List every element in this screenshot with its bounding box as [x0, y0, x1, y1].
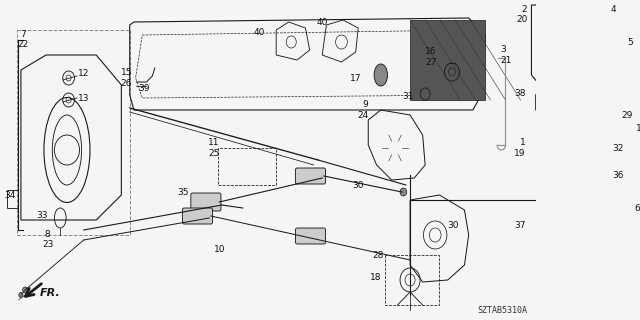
Text: 29: 29 — [621, 110, 632, 119]
Text: 4: 4 — [611, 5, 616, 14]
Text: 39: 39 — [138, 84, 150, 92]
Text: FR.: FR. — [40, 288, 61, 298]
Text: 38: 38 — [514, 89, 525, 98]
Text: 34: 34 — [4, 190, 15, 199]
Text: 18: 18 — [370, 274, 381, 283]
Text: 36: 36 — [612, 171, 624, 180]
Text: 32: 32 — [612, 143, 624, 153]
Circle shape — [400, 188, 407, 196]
Text: 11
25: 11 25 — [208, 138, 220, 158]
Text: 40: 40 — [253, 28, 265, 36]
Text: 10: 10 — [214, 245, 225, 254]
Text: 40: 40 — [317, 18, 328, 27]
Text: 33: 33 — [36, 211, 48, 220]
FancyBboxPatch shape — [296, 228, 326, 244]
Text: 30: 30 — [353, 180, 364, 189]
Text: 7
22: 7 22 — [17, 30, 28, 49]
Text: 17: 17 — [350, 74, 362, 83]
Ellipse shape — [374, 64, 387, 86]
Text: 35: 35 — [177, 188, 188, 196]
FancyBboxPatch shape — [296, 168, 326, 184]
Text: 6: 6 — [634, 204, 640, 212]
FancyBboxPatch shape — [191, 193, 221, 211]
Text: 16
27: 16 27 — [426, 47, 437, 67]
Text: 13: 13 — [78, 93, 90, 102]
FancyBboxPatch shape — [182, 208, 212, 224]
Text: 28: 28 — [372, 251, 383, 260]
Text: 37: 37 — [514, 220, 525, 229]
Text: 5: 5 — [628, 38, 634, 47]
Text: 1
19: 1 19 — [514, 138, 525, 158]
Text: 9
24: 9 24 — [357, 100, 368, 120]
Circle shape — [22, 287, 28, 293]
Text: 15
26: 15 26 — [121, 68, 132, 88]
FancyBboxPatch shape — [618, 174, 636, 184]
Text: 30: 30 — [448, 220, 460, 229]
Text: 14: 14 — [636, 124, 640, 132]
Text: 2
20: 2 20 — [516, 5, 527, 24]
Text: 3
21: 3 21 — [500, 45, 512, 65]
Text: SZTAB5310A: SZTAB5310A — [477, 306, 527, 315]
Text: 12: 12 — [78, 68, 89, 77]
Circle shape — [19, 292, 23, 298]
Text: 31: 31 — [403, 92, 414, 100]
Text: 8
23: 8 23 — [42, 230, 53, 249]
Polygon shape — [410, 20, 485, 100]
